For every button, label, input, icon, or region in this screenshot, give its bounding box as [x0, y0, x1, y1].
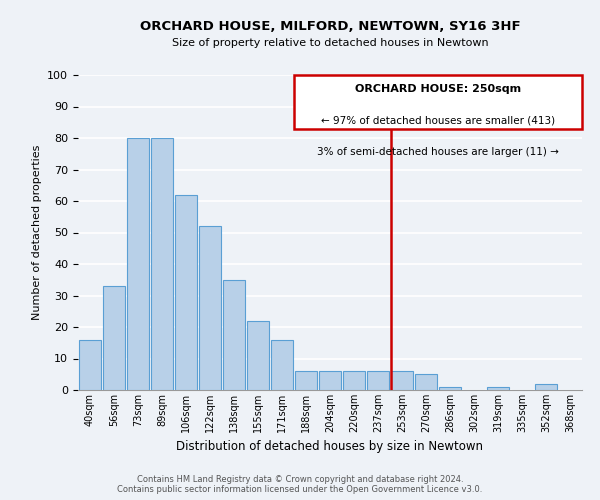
FancyBboxPatch shape [294, 75, 582, 128]
Bar [247, 320, 269, 390]
Bar [271, 340, 293, 390]
Bar [175, 194, 197, 390]
Bar [151, 138, 173, 390]
Text: ← 97% of detached houses are smaller (413): ← 97% of detached houses are smaller (41… [321, 116, 555, 126]
Text: ORCHARD HOUSE, MILFORD, NEWTOWN, SY16 3HF: ORCHARD HOUSE, MILFORD, NEWTOWN, SY16 3H… [140, 20, 520, 33]
Text: Contains public sector information licensed under the Open Government Licence v3: Contains public sector information licen… [118, 486, 482, 494]
Text: Contains HM Land Registry data © Crown copyright and database right 2024.: Contains HM Land Registry data © Crown c… [137, 476, 463, 484]
Bar [487, 387, 509, 390]
Bar [223, 280, 245, 390]
Text: Size of property relative to detached houses in Newtown: Size of property relative to detached ho… [172, 38, 488, 48]
Bar [79, 340, 101, 390]
Bar [535, 384, 557, 390]
Bar [367, 371, 389, 390]
Text: 3% of semi-detached houses are larger (11) →: 3% of semi-detached houses are larger (1… [317, 148, 559, 158]
Bar [319, 371, 341, 390]
Bar [295, 371, 317, 390]
Text: ORCHARD HOUSE: 250sqm: ORCHARD HOUSE: 250sqm [355, 84, 521, 94]
Bar [103, 286, 125, 390]
Bar [127, 138, 149, 390]
Bar [391, 371, 413, 390]
Bar [415, 374, 437, 390]
Y-axis label: Number of detached properties: Number of detached properties [32, 145, 42, 320]
X-axis label: Distribution of detached houses by size in Newtown: Distribution of detached houses by size … [176, 440, 484, 454]
Bar [439, 387, 461, 390]
Bar [343, 371, 365, 390]
Bar [199, 226, 221, 390]
